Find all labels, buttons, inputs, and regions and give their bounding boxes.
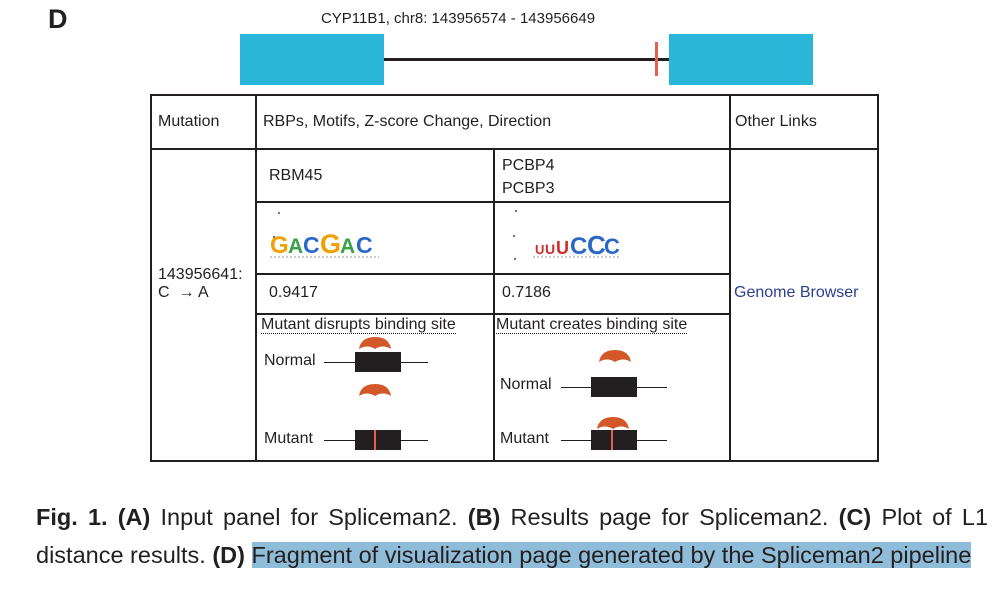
caption-d-label: (D) — [212, 542, 245, 568]
rbp-2-direction: Mutant creates binding site — [496, 316, 688, 334]
caption-b-label: (B) — [467, 504, 501, 530]
mutation-site-marker — [655, 42, 658, 76]
rbp-2-zscore-cell: 0.7186 — [493, 273, 731, 315]
rbp-2-mutant-rbp-icon — [597, 417, 629, 429]
header-links-label: Other Links — [735, 113, 817, 130]
rbp-2-zscore: 0.7186 — [502, 284, 551, 301]
rbp-1-motif-logo: G A C G A C — [270, 211, 379, 259]
exon-left — [240, 34, 384, 85]
rbp-2-direction-label: Mutant creates binding site — [496, 316, 688, 334]
header-rbps-label: RBPs, Motifs, Z-score Change, Direction — [263, 113, 552, 130]
rbp-2-motif-logo: U U U C C C — [512, 209, 620, 261]
motif-letter: A — [340, 235, 355, 258]
header-rbps: RBPs, Motifs, Z-score Change, Direction — [255, 94, 731, 150]
rbp-2-name-a: PCBP4 — [502, 157, 555, 174]
rbp-2-mutant-exon — [591, 430, 637, 450]
motif-letter: C — [303, 232, 320, 258]
rbp-1-normal-label: Normal — [264, 352, 316, 369]
rbp-1-normal-exon — [355, 352, 401, 372]
intron-line — [384, 58, 669, 61]
motif-letter: C — [356, 232, 373, 258]
rbp-1-normal-rbp-icon — [359, 337, 391, 349]
rbp-1-direction: Mutant disrupts binding site — [261, 316, 456, 334]
rbp-1-zscore-cell: 0.9417 — [255, 273, 495, 315]
rbp-1-mutant-label: Mutant — [264, 430, 313, 447]
caption-fig-label: Fig. 1. — [36, 504, 108, 530]
motif-letter: G — [320, 229, 341, 259]
figure-caption: Fig. 1. (A) Input panel for Spliceman2. … — [36, 498, 988, 574]
motif-letter: U — [535, 242, 544, 257]
header-mutation-label: Mutation — [158, 113, 220, 130]
rbp-2-name-b: PCBP3 — [502, 180, 555, 197]
motif-letter: G — [270, 232, 289, 259]
results-table: Mutation RBPs, Motifs, Z-score Change, D… — [150, 94, 879, 462]
motif-dot — [512, 234, 516, 238]
mutation-position: 143956641: — [158, 266, 243, 283]
rbp-2-name-cell: PCBP4 PCBP3 — [493, 148, 731, 203]
header-links: Other Links — [729, 94, 879, 150]
mutation-cell: 143956641: C → A — [150, 148, 257, 462]
direction-row: Mutant disrupts binding site Normal Muta… — [151, 313, 878, 462]
motif-letter: C — [604, 234, 620, 259]
rbp-1-mutant-rbp-icon — [359, 384, 391, 396]
caption-a-text: Input panel for Spliceman2. — [150, 504, 468, 530]
rbp-2-normal-exon — [591, 377, 637, 397]
motif-letter: C — [570, 233, 587, 260]
caption-b-text: Results page for Spliceman2. — [500, 504, 839, 530]
zscore-row: 0.9417 0.7186 — [151, 273, 878, 315]
rbp-2-direction-cell: Mutant creates binding site Normal Mutan… — [493, 313, 731, 462]
motif-dot — [272, 235, 276, 239]
rbp-2-normal-rbp-icon — [599, 350, 631, 362]
genome-browser-link[interactable]: Genome Browser — [734, 284, 859, 301]
rbp-1-direction-label: Mutant disrupts binding site — [261, 316, 456, 334]
table-header-row: Mutation RBPs, Motifs, Z-score Change, D… — [150, 94, 879, 150]
rbp-2-mutant-label: Mutant — [500, 430, 549, 447]
caption-c-label: (C) — [838, 504, 872, 530]
rbp-1-motif-cell: G A C G A C — [255, 201, 495, 275]
motif-letter: A — [288, 235, 303, 258]
rbp-1-mutant-site — [374, 430, 376, 450]
rbp-1-zscore: 0.9417 — [269, 284, 318, 301]
table-body-row: 143956641: C → A RBM45 PCBP4 PCBP3 Genom… — [150, 148, 879, 462]
caption-c-text: Plot of L1 distance results. — [36, 504, 989, 568]
rbp-1-name: RBM45 — [269, 167, 323, 184]
exon-right — [669, 34, 813, 85]
gene-title: CYP11B1, chr8: 143956574 - 143956649 — [320, 10, 596, 27]
motif-dot — [277, 211, 281, 215]
header-mutation: Mutation — [150, 94, 257, 150]
motif-letter: C — [587, 230, 606, 260]
rbp-2-mutant-site — [611, 430, 613, 450]
caption-a-label: (A) — [117, 504, 151, 530]
links-cell: Genome Browser — [729, 148, 879, 462]
motif-letter: U — [545, 241, 555, 257]
motif-letter: U — [556, 238, 569, 258]
rbp-1-mutant-exon — [355, 430, 401, 450]
rbp-2-motif-cell: U U U C C C — [493, 201, 731, 275]
motif-row: G A C G A C U U U C C — [151, 201, 878, 275]
motif-dot — [513, 257, 517, 261]
rbp-2-normal-label: Normal — [500, 376, 552, 393]
caption-d-text-highlighted: Fragment of visualization page generated… — [251, 542, 972, 568]
mutation-change: C → A — [158, 284, 209, 301]
panel-label: D — [48, 4, 68, 34]
motif-dot — [514, 209, 518, 213]
rbp-1-direction-cell: Mutant disrupts binding site Normal Muta… — [255, 313, 495, 462]
rbp-1-name-cell: RBM45 — [255, 148, 495, 203]
